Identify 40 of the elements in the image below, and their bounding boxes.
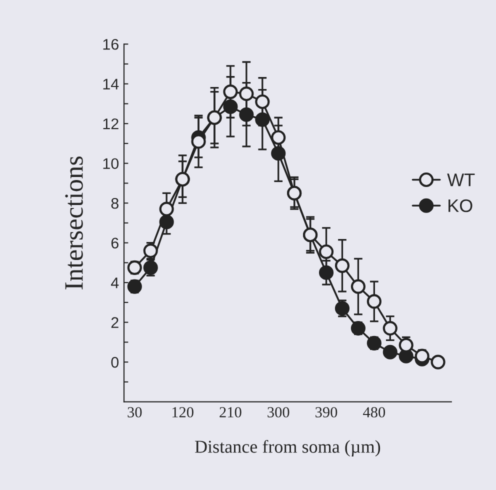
y-tick-label: 12 bbox=[103, 118, 118, 130]
legend-label: WT bbox=[447, 174, 475, 186]
y-tick-label: 8 bbox=[111, 198, 118, 209]
point bbox=[239, 86, 254, 102]
x-tick-label: 210 bbox=[220, 407, 242, 418]
point bbox=[430, 354, 446, 370]
x-tick-label: 390 bbox=[316, 407, 338, 418]
x-tick-label: 300 bbox=[268, 407, 290, 418]
y-tick-label: 2 bbox=[111, 317, 118, 328]
point bbox=[398, 338, 414, 352]
point bbox=[318, 244, 334, 260]
point bbox=[318, 265, 334, 280]
y-tick-label: 4 bbox=[110, 278, 119, 288]
y-tick-label: 6 bbox=[111, 238, 118, 249]
point bbox=[350, 279, 366, 294]
legend-label: KO bbox=[448, 199, 472, 212]
point bbox=[223, 99, 238, 114]
point bbox=[366, 294, 382, 309]
point bbox=[382, 320, 398, 336]
point bbox=[255, 94, 270, 110]
y-tick-label: 16 bbox=[103, 38, 118, 50]
point bbox=[223, 84, 238, 100]
point bbox=[414, 348, 430, 364]
y-tick-label: 0 bbox=[111, 356, 119, 368]
point bbox=[271, 146, 286, 161]
point bbox=[239, 107, 254, 122]
point bbox=[271, 130, 286, 145]
point bbox=[191, 134, 206, 149]
point bbox=[159, 214, 174, 230]
point bbox=[382, 344, 398, 360]
x-tick-label: 30 bbox=[128, 407, 142, 418]
x-axis-title: Distance from soma (µm) bbox=[195, 440, 380, 457]
point bbox=[255, 112, 270, 127]
point bbox=[334, 258, 350, 273]
y-tick-label: 10 bbox=[103, 158, 119, 170]
y-axis-title: Intersections bbox=[65, 156, 83, 290]
point bbox=[159, 202, 174, 216]
y-tick-label: 14 bbox=[103, 78, 119, 90]
x-tick-label: 480 bbox=[363, 407, 386, 418]
x-tick-label: 120 bbox=[172, 407, 194, 418]
